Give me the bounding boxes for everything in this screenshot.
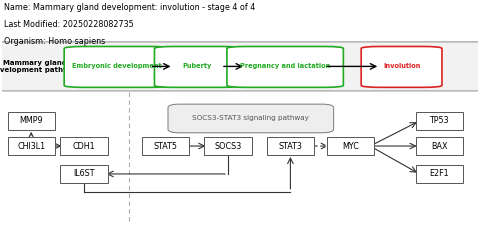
- Text: TP53: TP53: [430, 116, 449, 125]
- FancyBboxPatch shape: [64, 47, 169, 87]
- Text: CDH1: CDH1: [72, 141, 96, 151]
- Text: SOCS3: SOCS3: [215, 141, 241, 151]
- FancyBboxPatch shape: [416, 137, 463, 155]
- Text: MMP9: MMP9: [19, 116, 43, 125]
- FancyBboxPatch shape: [361, 47, 442, 87]
- Text: Organism: Homo sapiens: Organism: Homo sapiens: [4, 37, 105, 47]
- FancyBboxPatch shape: [8, 137, 55, 155]
- FancyBboxPatch shape: [60, 165, 108, 183]
- FancyBboxPatch shape: [416, 112, 463, 130]
- Text: Last Modified: 20250228082735: Last Modified: 20250228082735: [4, 20, 133, 30]
- FancyBboxPatch shape: [60, 137, 108, 155]
- FancyBboxPatch shape: [204, 137, 252, 155]
- Text: Pregnancy and lactation: Pregnancy and lactation: [240, 63, 330, 69]
- FancyBboxPatch shape: [0, 42, 480, 91]
- FancyBboxPatch shape: [416, 165, 463, 183]
- Text: SOCS3-STAT3 signaling pathway: SOCS3-STAT3 signaling pathway: [192, 116, 309, 121]
- Text: E2F1: E2F1: [430, 169, 449, 178]
- Text: IL6ST: IL6ST: [73, 169, 95, 178]
- Text: STAT3: STAT3: [278, 141, 302, 151]
- FancyBboxPatch shape: [327, 137, 374, 155]
- Text: Embryonic development: Embryonic development: [72, 63, 161, 69]
- Text: Puberty: Puberty: [182, 63, 212, 69]
- FancyBboxPatch shape: [267, 137, 314, 155]
- FancyBboxPatch shape: [168, 104, 334, 133]
- FancyBboxPatch shape: [8, 112, 55, 130]
- FancyBboxPatch shape: [142, 137, 189, 155]
- FancyBboxPatch shape: [155, 47, 240, 87]
- Text: CHI3L1: CHI3L1: [17, 141, 45, 151]
- Text: Involution: Involution: [383, 63, 420, 69]
- Text: MYC: MYC: [342, 141, 359, 151]
- FancyBboxPatch shape: [227, 47, 343, 87]
- Text: BAX: BAX: [431, 141, 447, 151]
- Text: Mammary gland
development pathway: Mammary gland development pathway: [0, 60, 79, 73]
- Text: STAT5: STAT5: [154, 141, 178, 151]
- Text: Name: Mammary gland development: involution - stage 4 of 4: Name: Mammary gland development: involut…: [4, 3, 255, 12]
